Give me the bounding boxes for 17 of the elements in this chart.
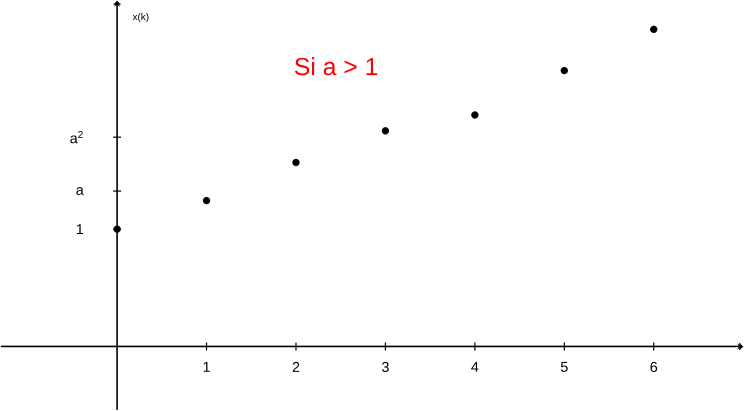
point (560, 67, 568, 74)
x-tick-label: 3 (382, 362, 389, 372)
point (292, 158, 300, 166)
x-tick-label: 2 (292, 362, 300, 372)
x-tick-label: 4 (471, 362, 478, 372)
annotation: Si a > 1 (294, 57, 378, 76)
annotation: a (76, 187, 84, 196)
x-tick-label: 5 (560, 362, 568, 372)
x-tick-label: 6 (650, 362, 658, 372)
annotation: a$^{2}$ (70, 131, 83, 144)
point (471, 111, 479, 119)
point (382, 127, 390, 135)
point (650, 26, 658, 34)
y-axis-title: x(k) (132, 13, 148, 22)
x-tick-label: 1 (204, 362, 210, 372)
annotation: 1 (76, 224, 84, 234)
point (202, 197, 210, 204)
